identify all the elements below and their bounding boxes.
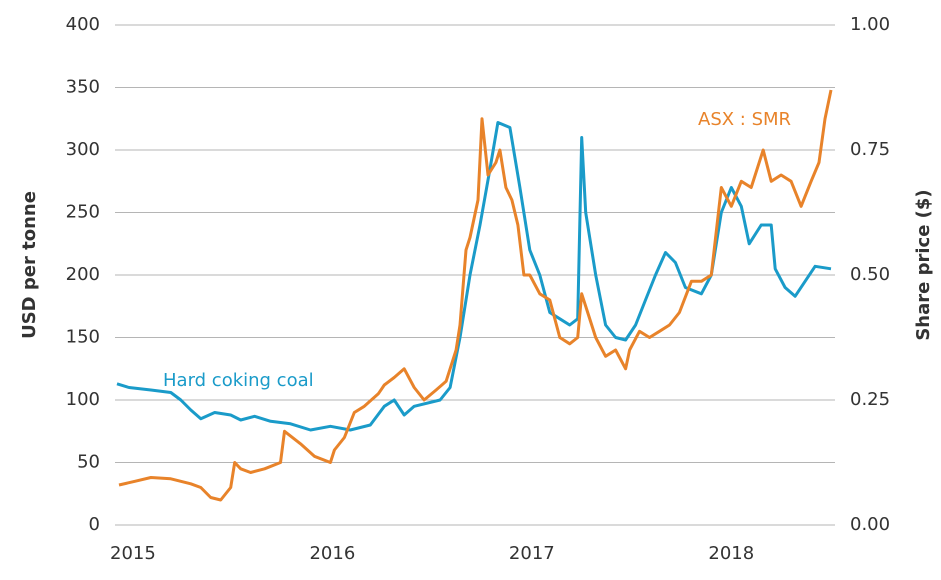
y2-tick-label: 0.25 — [850, 389, 890, 410]
y2-tick-label: 0.50 — [850, 264, 890, 285]
y2-tick-label: 0.00 — [850, 514, 890, 535]
x-tick-label: 2017 — [509, 543, 555, 564]
series-line — [118, 89, 833, 502]
y-tick-label: 100 — [66, 389, 100, 410]
x-tick-label: 2018 — [708, 543, 754, 564]
y-tick-label: 250 — [66, 202, 100, 223]
y-tick-label: 0 — [89, 514, 100, 535]
series-annotation: ASX : SMR — [698, 109, 791, 130]
y-tick-label: 150 — [66, 327, 100, 348]
y2-axis-title: Share price ($) — [913, 189, 934, 340]
y2-tick-label: 0.75 — [850, 139, 890, 160]
y-tick-label: 350 — [66, 77, 100, 98]
series-line — [116, 121, 832, 432]
y-tick-label: 400 — [66, 14, 100, 35]
x-tick-label: 2015 — [110, 543, 156, 564]
series-annotation: Hard coking coal — [163, 370, 314, 391]
x-tick-label: 2016 — [309, 543, 355, 564]
y-tick-label: 50 — [77, 452, 100, 473]
y-tick-label: 200 — [66, 264, 100, 285]
y-tick-label: 300 — [66, 139, 100, 160]
y-axis-title: USD per tonne — [19, 191, 40, 339]
y2-tick-label: 1.00 — [850, 14, 890, 35]
